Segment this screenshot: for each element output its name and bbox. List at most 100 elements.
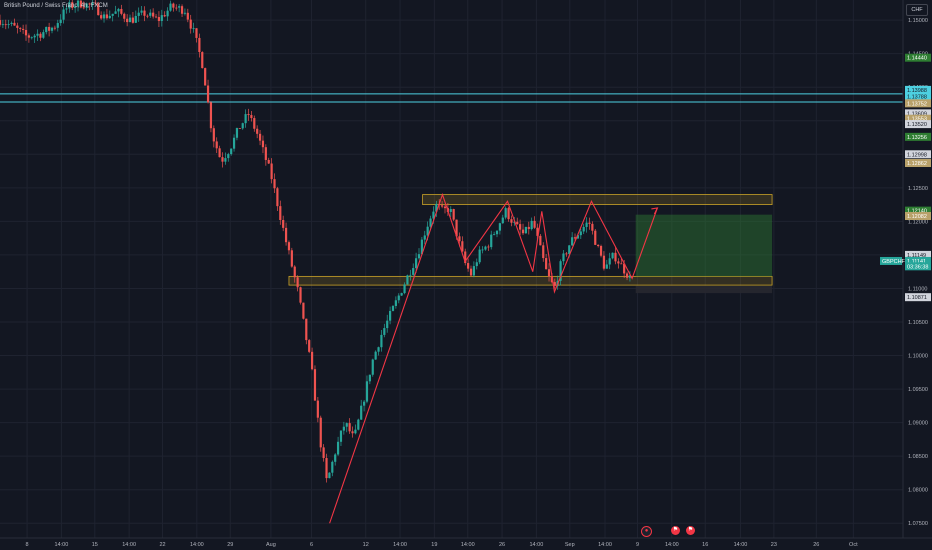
price-badge: [905, 150, 931, 159]
candle-body: [406, 275, 409, 285]
candle-body: [293, 266, 296, 278]
price-badge: [905, 250, 931, 259]
price-badge-label: 1.13553: [907, 117, 927, 123]
candle-body: [452, 209, 455, 220]
candle-body: [264, 147, 267, 160]
candle-body: [371, 359, 374, 375]
candle-body: [53, 27, 57, 29]
candle-body: [507, 208, 510, 220]
candle-body: [131, 17, 135, 23]
candle-body: [351, 431, 354, 434]
candle-body: [42, 32, 45, 38]
candle-body: [154, 16, 158, 18]
candle-body: [204, 68, 207, 86]
candle-body: [111, 13, 114, 16]
candle-body: [27, 35, 30, 38]
candle-body: [270, 163, 273, 180]
candle-body: [484, 246, 487, 250]
candle-body: [273, 179, 276, 189]
candle-body: [608, 258, 611, 265]
candle-body: [39, 33, 42, 38]
price-tick-label: 1.10000: [908, 354, 928, 360]
candle-body: [464, 251, 467, 264]
candle-body: [163, 15, 166, 17]
candle-body: [186, 12, 189, 20]
candle-body: [562, 253, 565, 262]
currency-selector[interactable]: CHF: [906, 4, 928, 16]
candle-body: [189, 19, 192, 29]
candle-body: [316, 400, 319, 418]
candle-body: [91, 2, 94, 5]
candle-body: [319, 417, 322, 448]
candle-body: [149, 12, 152, 16]
candle-body: [519, 224, 522, 230]
candle-body: [342, 426, 345, 431]
candle-body: [533, 220, 536, 228]
candle-body: [227, 154, 230, 159]
price-badge: [905, 53, 931, 62]
candle-body: [542, 245, 545, 259]
candle-body: [417, 254, 421, 259]
candle-body: [247, 114, 250, 116]
candle-body: [490, 234, 493, 248]
time-tick-label: 14:00: [393, 542, 407, 548]
candle-body: [391, 306, 395, 311]
candle-body: [487, 246, 490, 248]
candle-body: [230, 148, 233, 155]
candle-body: [568, 245, 571, 254]
candle-body: [495, 230, 499, 235]
candle-body: [354, 429, 357, 434]
candle-body: [296, 277, 299, 288]
price-tick-label: 1.12500: [908, 186, 928, 192]
candle-body: [625, 273, 629, 278]
candle-body: [397, 295, 400, 301]
candle-body: [117, 8, 120, 12]
candle-body: [267, 159, 270, 164]
candle-body: [10, 22, 13, 25]
candle-body: [472, 266, 475, 276]
candle-body: [0, 20, 2, 25]
candle-body: [68, 2, 71, 9]
candle-body: [331, 461, 334, 473]
candle-body: [279, 206, 282, 220]
candle-body: [536, 227, 539, 236]
candle-body: [530, 220, 533, 230]
candle-body: [582, 226, 585, 232]
candle-body: [573, 237, 577, 239]
candle-body: [152, 12, 155, 17]
candle-body: [180, 6, 184, 14]
candle-body: [244, 114, 247, 124]
price-badge: [905, 85, 931, 94]
candle-body: [253, 118, 256, 129]
news-flag-icon[interactable]: ⚑: [671, 526, 680, 535]
time-tick-label: 14:00: [734, 542, 748, 548]
candle-body: [547, 269, 551, 277]
candle-body: [325, 458, 328, 479]
candle-body: [30, 37, 33, 39]
candle-body: [137, 12, 140, 16]
candle-body: [455, 219, 458, 237]
pattern-drawing: [329, 192, 658, 524]
candle-body: [334, 454, 337, 462]
candle-body: [209, 102, 213, 129]
candle-body: [591, 223, 594, 231]
candle-body: [498, 223, 502, 231]
time-tick-label: 12: [363, 542, 369, 548]
price-tick-label: 1.08000: [908, 488, 928, 494]
target-zone: [635, 214, 773, 277]
candle-body: [224, 158, 227, 162]
candle-body: [441, 205, 444, 207]
candle-body: [388, 310, 392, 321]
time-tick-label: 8: [26, 542, 29, 548]
price-badge: [905, 109, 931, 118]
economic-event-icon[interactable]: ●: [641, 526, 652, 537]
candle-body: [365, 381, 369, 402]
candle-body: [611, 252, 614, 259]
price-badge-label: 03:36:38: [907, 264, 928, 270]
candle-body: [88, 3, 91, 5]
news-flag-icon[interactable]: ⚑: [686, 526, 695, 535]
stop-zone: [635, 285, 773, 294]
candle-body: [409, 274, 412, 276]
